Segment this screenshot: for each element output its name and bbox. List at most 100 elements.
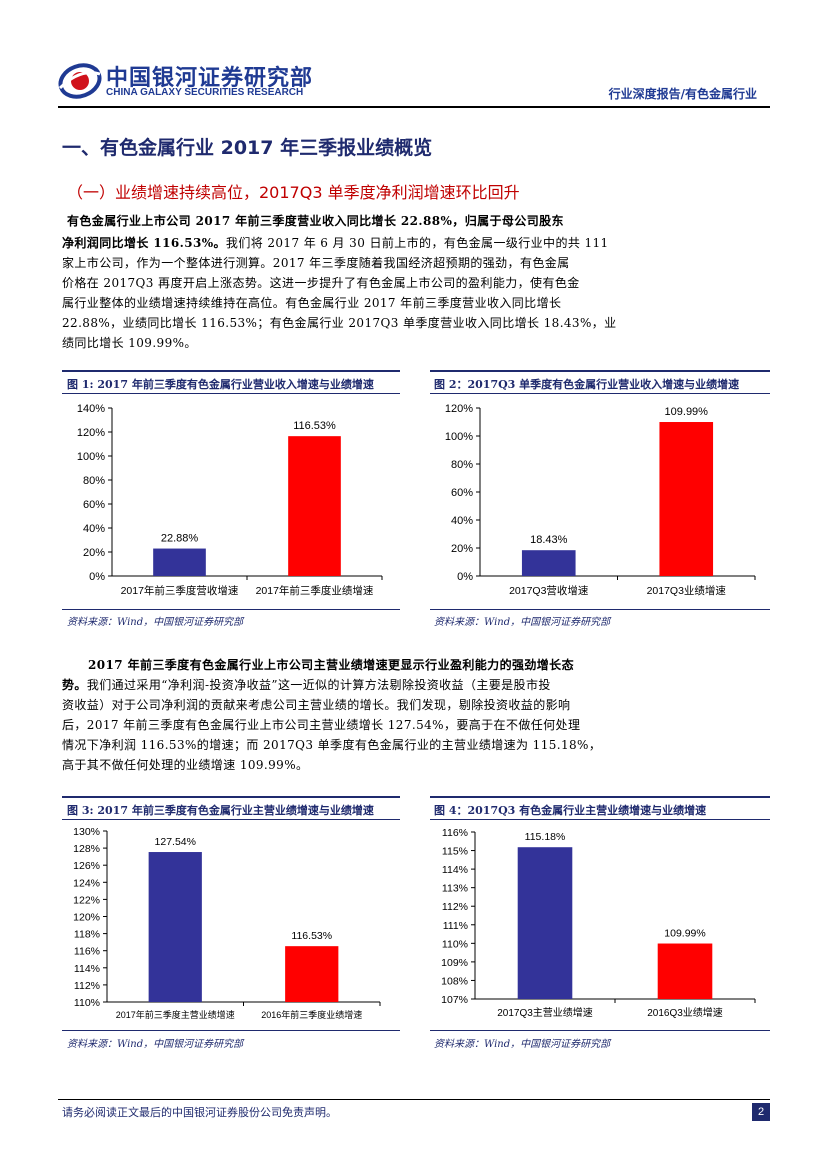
para2-bold: 势。: [62, 678, 87, 692]
x-category-label: 2017年前三季度营收增速: [121, 584, 239, 597]
para2-text: 我们通过采用“净利润-投资净收益”这一近似的计算方法剔除投资收益（主要是股市投: [86, 678, 551, 692]
data-label: 116.53%: [291, 930, 332, 942]
para1-line: 22.88%，业绩同比增长 116.53%；有色金属行业 2017Q3 单季度营…: [62, 316, 617, 330]
para1-line: 净利润同比增长 116.53%。我们将 2017 年 6 月 30 日前上市的，…: [62, 234, 609, 251]
fig1-bottom-rule: [62, 609, 400, 610]
y-tick-label: 116%: [442, 827, 468, 839]
fig4-top-rule: [430, 796, 770, 798]
para2-line: 情况下净利润 116.53%的增速；而 2017Q3 单季度有色金属行业的主营业…: [62, 738, 602, 752]
x-category-label: 2016Q3业绩增速: [647, 1006, 723, 1019]
subsection-heading: （一）业绩增速持续高位，2017Q3 单季度净利润增速环比回升: [67, 183, 520, 202]
y-tick-label: 128%: [73, 843, 100, 855]
y-tick-label: 20%: [83, 547, 105, 559]
section-heading: 一、有色金属行业 2017 年三季报业绩概览: [62, 137, 433, 159]
chart-fig2: 0% 20% 40% 60% 80% 100% 120% 18.43% 2017Q3营收增速 10…: [445, 403, 756, 597]
company-logo: 中国银河证券研究部 CHINA GALAXY SECURITIES RESEAR…: [58, 60, 333, 102]
fig4-title-rule: [430, 819, 770, 820]
para1-line: 家上市公司，作为一个整体进行测算。2017 年三季度随着我国经济超预期的强劲，有…: [62, 256, 570, 270]
y-tick-label: 109%: [441, 957, 468, 969]
fig3-top-rule: [62, 796, 400, 798]
y-tick-label: 130%: [73, 826, 100, 838]
fig4-bottom-rule: [430, 1030, 770, 1031]
data-label: 127.54%: [155, 836, 196, 848]
chart-fig1: 0% 20% 40% 60% 80% 100% 120% 140% 22.88% 2017年前三季…: [77, 403, 383, 597]
y-tick-label: 114%: [74, 963, 100, 975]
data-label: 22.88%: [161, 533, 199, 545]
fig3-title-rule: [62, 819, 400, 820]
y-tick-label: 114%: [442, 864, 468, 876]
x-category-label: 2017年前三季度主营业绩增速: [116, 1009, 235, 1020]
header-divider: [58, 106, 770, 108]
y-tick-label: 122%: [73, 894, 100, 906]
y-tick-label: 20%: [451, 543, 473, 555]
x-category-label: 2017Q3主营业绩增速: [497, 1006, 593, 1019]
para1-bold: 有色金属行业上市公司 2017 年前三季度营业收入同比增长 22.88%，归属于…: [67, 214, 564, 228]
y-tick-label: 60%: [83, 499, 105, 511]
y-tick-label: 112%: [74, 980, 100, 992]
fig1-title-rule: [62, 393, 400, 394]
data-label: 18.43%: [530, 534, 568, 546]
y-tick-label: 100%: [77, 451, 105, 463]
disclaimer-note: 请务必阅读正文最后的中国银河证券股份公司免责声明。: [62, 1106, 337, 1119]
para2-line: 势。我们通过采用“净利润-投资净收益”这一近似的计算方法剔除投资收益（主要是股市…: [62, 676, 551, 693]
data-label: 115.18%: [525, 831, 566, 843]
chart-fig4: 107% 108% 109% 110% 111% 112% 113% 114% 115% 116%…: [441, 827, 756, 1019]
bar: [148, 852, 202, 1002]
y-tick-label: 120%: [77, 427, 105, 439]
y-tick-label: 108%: [441, 975, 468, 987]
data-label: 109.99%: [664, 928, 705, 940]
fig1-source: 资料来源：Wind，中国银河证券研究部: [67, 617, 244, 628]
y-tick-label: 120%: [445, 403, 473, 415]
bar: [521, 550, 576, 576]
bar: [288, 436, 341, 576]
para1-bold: 净利润同比增长 116.53%。: [62, 236, 226, 250]
fig3-source: 资料来源：Wind，中国银河证券研究部: [67, 1039, 244, 1050]
y-tick-label: 0%: [457, 571, 473, 583]
para1-line: 有色金属行业上市公司 2017 年前三季度营业收入同比增长 22.88%，归属于…: [67, 212, 564, 229]
y-tick-label: 113%: [442, 883, 468, 895]
fig2-title: 图 2：2017Q3 单季度有色金属行业营业收入增速与业绩增速: [434, 378, 740, 391]
para2-bold: 2017 年前三季度有色金属行业上市公司主营业绩增速更显示行业盈利能力的强劲增长…: [88, 658, 574, 672]
y-tick-label: 116%: [74, 946, 100, 958]
y-tick-label: 118%: [74, 929, 100, 941]
report-type-label: 行业深度报告/有色金属行业: [608, 87, 757, 101]
data-label: 109.99%: [665, 406, 709, 418]
y-tick-label: 80%: [451, 459, 473, 471]
chart-fig3: 110% 112% 114% 116% 118% 120% 122% 124% 126% 128%…: [73, 826, 381, 1020]
x-category-label: 2017Q3业绩增速: [647, 584, 727, 597]
y-tick-label: 40%: [451, 515, 473, 527]
y-tick-label: 124%: [73, 877, 100, 889]
bar: [285, 946, 339, 1002]
x-category-label: 2017年前三季度业绩增速: [256, 584, 374, 597]
para1-text: 我们将 2017 年 6 月 30 日前上市的，有色金属一级行业中的共 111: [225, 236, 609, 250]
y-tick-label: 115%: [442, 846, 468, 858]
y-tick-label: 110%: [442, 938, 468, 950]
fig3-bottom-rule: [62, 1030, 400, 1031]
footer-divider: [58, 1099, 770, 1100]
para2-line: 资收益）对于公司净利润的贡献来考虑公司主营业绩的增长。我们发现，剔除投资收益的影…: [62, 698, 571, 712]
y-tick-label: 107%: [441, 994, 468, 1006]
para2-line: 后，2017 年前三季度有色金属行业上市公司主营业绩增长 127.54%，要高于…: [62, 718, 581, 732]
bar: [659, 422, 714, 576]
logo-chinese-name: 中国银河证券研究部: [106, 66, 314, 91]
page-number: 2: [752, 1103, 770, 1121]
fig2-title-rule: [430, 393, 770, 394]
fig4-title: 图 4：2017Q3 有色金属行业主营业绩增速与业绩增速: [434, 804, 707, 817]
y-tick-label: 40%: [83, 523, 105, 535]
fig2-bottom-rule: [430, 609, 770, 610]
fig3-title: 图 3: 2017 年前三季度有色金属行业主营业绩增速与业绩增速: [67, 804, 374, 817]
data-label: 116.53%: [293, 420, 336, 432]
fig2-top-rule: [430, 370, 770, 372]
galaxy-logo-icon: [58, 63, 102, 99]
bar: [153, 548, 206, 576]
para1-line: 价格在 2017Q3 再度开启上涨态势。这进一步提升了有色金属上市公司的盈利能力…: [62, 276, 580, 290]
y-tick-label: 0%: [89, 571, 105, 583]
fig1-top-rule: [62, 370, 400, 372]
fig4-source: 资料来源：Wind，中国银河证券研究部: [434, 1039, 611, 1050]
y-tick-label: 100%: [445, 431, 473, 443]
y-tick-label: 110%: [74, 997, 100, 1009]
fig1-title: 图 1: 2017 年前三季度有色金属行业营业收入增速与业绩增速: [67, 378, 374, 391]
y-tick-label: 120%: [73, 912, 100, 924]
y-tick-label: 112%: [442, 901, 468, 913]
y-tick-label: 140%: [77, 403, 105, 415]
